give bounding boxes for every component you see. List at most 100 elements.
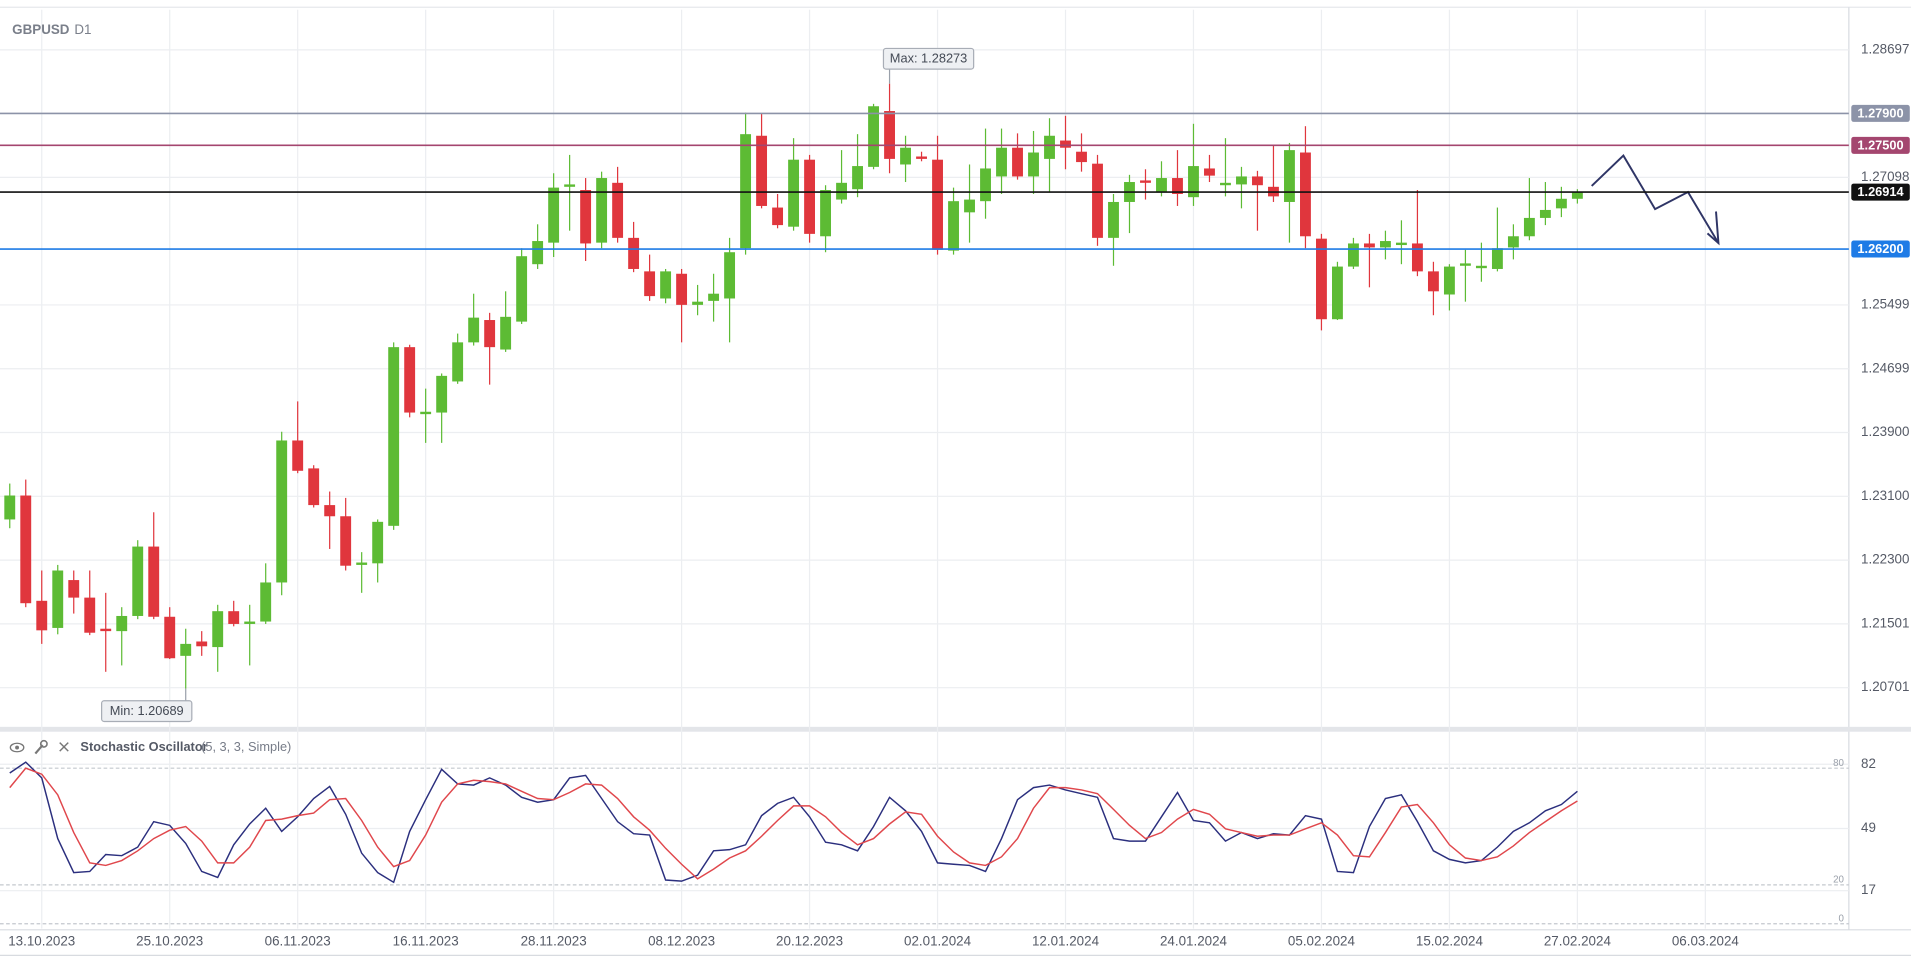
candle-body <box>532 241 544 265</box>
x-tick-label: 02.01.2024 <box>904 934 972 949</box>
candle-body <box>836 182 848 200</box>
timeframe: D1 <box>74 22 91 37</box>
candle-body <box>1300 152 1311 237</box>
candle-body <box>484 320 496 348</box>
candle-body <box>660 271 672 299</box>
candle-body <box>452 342 464 382</box>
panel-separator <box>0 726 1911 732</box>
annotation-label: Max: 1.28273 <box>890 51 967 66</box>
candle-body <box>404 347 416 413</box>
candle-body <box>4 495 16 520</box>
candle-body <box>1379 241 1391 248</box>
y-tick-label: 1.27098 <box>1861 169 1909 184</box>
candle-body <box>724 252 736 299</box>
candle-body <box>1060 140 1071 148</box>
candle-body <box>1507 236 1519 248</box>
x-tick-label: 13.10.2023 <box>8 934 75 949</box>
candle-body <box>996 147 1007 177</box>
candle-body <box>788 159 800 227</box>
x-tick-label: 15.02.2024 <box>1416 934 1484 949</box>
y-tick-label: 1.21501 <box>1861 615 1909 630</box>
candle-body <box>580 190 592 244</box>
candle-body <box>1443 266 1455 295</box>
annotation-box <box>101 700 193 723</box>
candle-body <box>260 582 272 622</box>
close-icon[interactable] <box>59 742 69 752</box>
grid <box>0 9 1849 929</box>
candle-body <box>676 273 688 305</box>
candle-body <box>1555 198 1567 209</box>
candle-body <box>324 505 336 517</box>
y-tick-label: 1.23900 <box>1861 424 1909 439</box>
y-tick-label: 1.20701 <box>1861 679 1909 694</box>
candle-body <box>932 159 943 250</box>
candle-body <box>1236 176 1247 185</box>
candle-body <box>244 621 256 624</box>
y-tick-label: 1.23100 <box>1861 488 1909 503</box>
x-tick-label: 28.11.2023 <box>521 934 587 949</box>
level-tag <box>1851 104 1910 122</box>
candle-body <box>468 317 480 343</box>
candle-body <box>164 616 176 659</box>
candle-body <box>500 316 512 350</box>
forecast-arrowhead <box>1706 211 1720 246</box>
candle-body <box>148 546 160 617</box>
candle-body <box>1459 263 1471 266</box>
x-tick-label: 08.12.2023 <box>648 934 715 949</box>
candle-body <box>1108 201 1119 238</box>
candle-body <box>36 600 48 631</box>
candle-body <box>948 201 959 251</box>
candle-body <box>1204 168 1215 176</box>
candle-body <box>628 237 640 269</box>
x-tick-label: 06.03.2024 <box>1672 934 1740 949</box>
level-label: 1.27500 <box>1857 137 1903 152</box>
candle-body <box>1284 150 1295 202</box>
candle-body <box>1348 243 1359 267</box>
stochastic-line <box>9 767 1578 880</box>
candle-body <box>1523 217 1535 237</box>
level-tag <box>1851 240 1910 258</box>
level-tag <box>1851 136 1910 154</box>
eye-icon[interactable] <box>9 742 25 753</box>
candle-body <box>212 611 224 648</box>
settings-icon[interactable] <box>34 739 48 755</box>
candle-body <box>1491 248 1503 269</box>
candle-body <box>1140 180 1151 183</box>
candle-body <box>564 184 576 187</box>
candle-body <box>340 516 352 566</box>
candle-body <box>84 597 96 633</box>
candle-body <box>772 207 784 226</box>
candle-body <box>420 411 432 415</box>
candle-body <box>372 521 384 564</box>
candle-body <box>1012 147 1023 177</box>
candle-body <box>548 187 560 243</box>
candle-body <box>52 570 64 628</box>
candle-body <box>900 147 911 165</box>
candle-body <box>1539 209 1551 218</box>
candle-body <box>516 256 528 322</box>
candle-body <box>100 628 112 632</box>
candle-body <box>116 615 128 632</box>
y-tick-label: 1.22300 <box>1861 552 1909 567</box>
candle-body <box>756 135 768 206</box>
candle-body <box>884 111 895 159</box>
candle-body <box>388 347 400 526</box>
candle-body <box>1092 163 1103 238</box>
candle-body <box>916 156 927 159</box>
stochastic-line <box>9 761 1578 884</box>
indicator-title: Stochastic Oscillator <box>80 739 207 754</box>
candle-body <box>1395 242 1407 246</box>
candle-body <box>1363 243 1375 248</box>
annotation-label: Min: 1.20689 <box>110 703 184 718</box>
candle-body <box>1571 192 1583 199</box>
candle-body <box>612 182 624 238</box>
candle-body <box>1316 238 1327 320</box>
marks <box>4 83 1583 884</box>
x-tick-label: 25.10.2023 <box>136 934 203 949</box>
level-label: 80 <box>1833 758 1844 769</box>
candle-body <box>596 178 608 243</box>
candle-body <box>1076 151 1087 163</box>
candle-body <box>852 166 863 190</box>
candle-body <box>292 440 304 471</box>
